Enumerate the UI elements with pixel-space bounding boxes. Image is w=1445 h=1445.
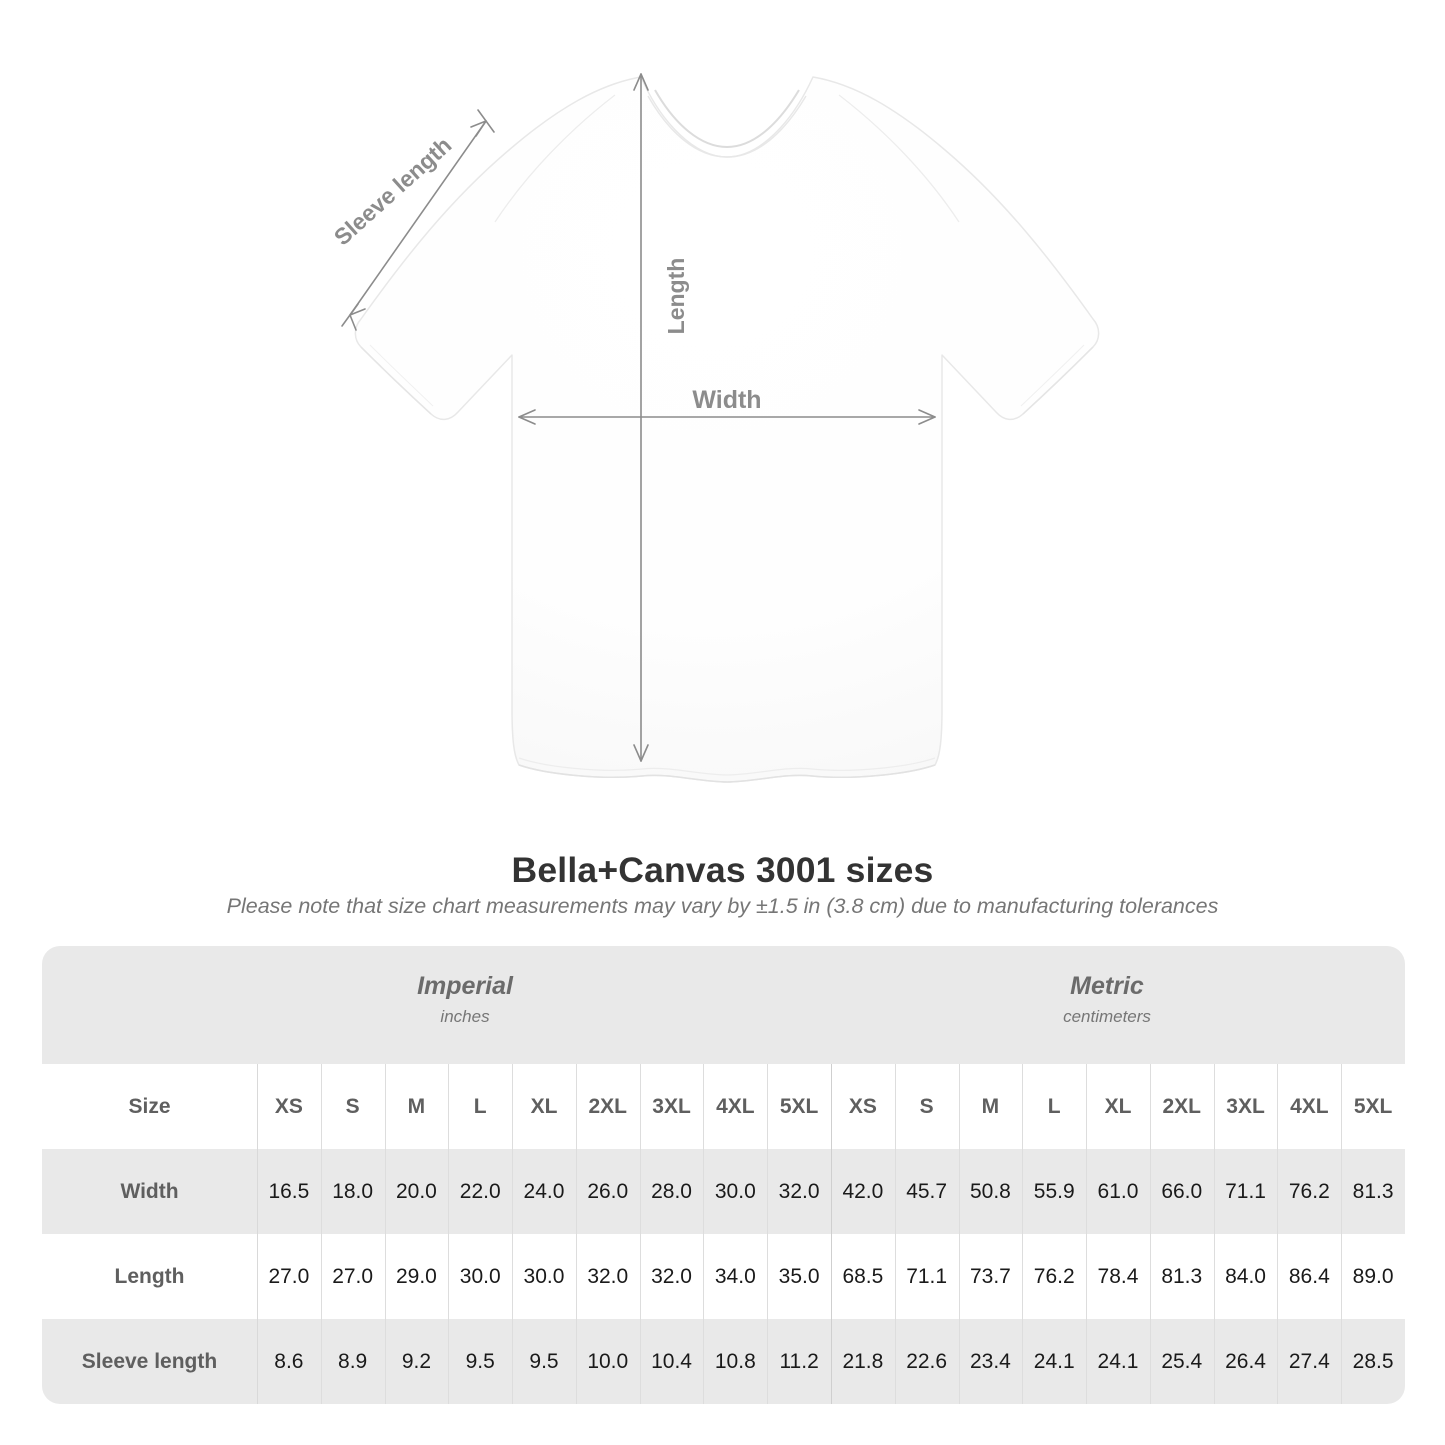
svg-text:Width: Width [692,386,761,414]
svg-text:Length: Length [663,258,689,335]
